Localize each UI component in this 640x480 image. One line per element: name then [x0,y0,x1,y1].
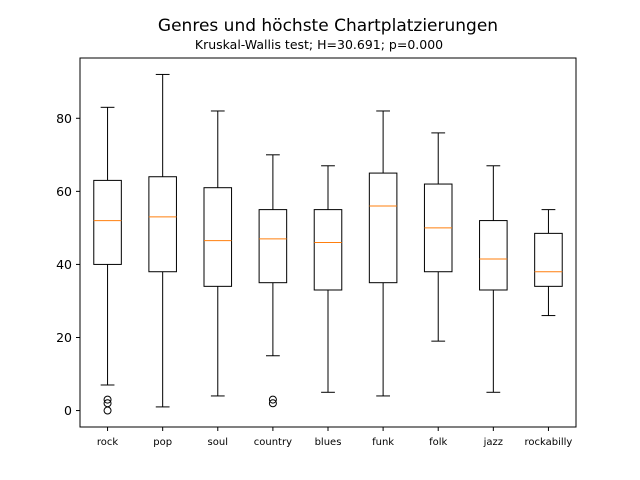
iqr-box [93,179,122,265]
box-jazz [479,165,508,393]
x-tick-label: rockabilly [525,437,573,448]
x-axis: rock pop soul country blues funk folk jazz rocka… [97,427,573,448]
outlier-point [103,395,112,404]
y-axis: 0 20 40 60 80 [56,111,80,418]
x-tick-label: soul [208,437,228,448]
iqr-box [258,209,288,284]
box-soul [203,110,233,397]
x-tick-label: blues [315,437,342,448]
y-tick-label: 0 [64,403,72,418]
x-tick-label: jazz [483,437,503,448]
outlier-point [103,399,112,408]
iqr-box [313,209,343,291]
chart-title: Genres und höchste Chartplatzierungen [158,16,498,36]
box-rock [93,106,122,415]
box-blues [313,165,343,393]
x-tick-label: rock [97,437,119,448]
iqr-box [148,176,177,273]
box-funk [368,110,398,397]
iqr-box [203,187,233,287]
x-tick-label: folk [429,437,447,448]
x-tick-label: funk [372,437,394,448]
chart-subtitle: Kruskal-Wallis test; H=30.691; p=0.000 [195,37,443,52]
iqr-box [479,220,508,291]
box-pop [148,73,177,408]
box-rockabilly [534,209,563,317]
outlier-point [268,399,277,408]
x-tick-label: pop [153,437,172,448]
y-tick-label: 40 [56,257,72,272]
box-folk [423,132,453,342]
y-tick-label: 20 [56,330,72,345]
y-tick-label: 80 [56,111,72,126]
plot-area [93,73,563,415]
axes-frame [79,57,577,428]
x-tick-label: country [254,437,292,448]
iqr-box [534,232,563,287]
outlier-point [268,395,277,404]
iqr-box [368,172,398,284]
box-country [258,154,288,408]
y-tick-label: 60 [56,184,72,199]
